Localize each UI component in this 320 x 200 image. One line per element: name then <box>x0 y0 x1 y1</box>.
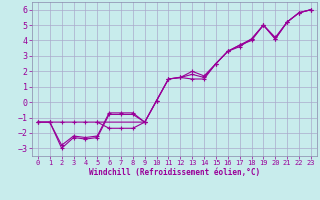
X-axis label: Windchill (Refroidissement éolien,°C): Windchill (Refroidissement éolien,°C) <box>89 168 260 177</box>
